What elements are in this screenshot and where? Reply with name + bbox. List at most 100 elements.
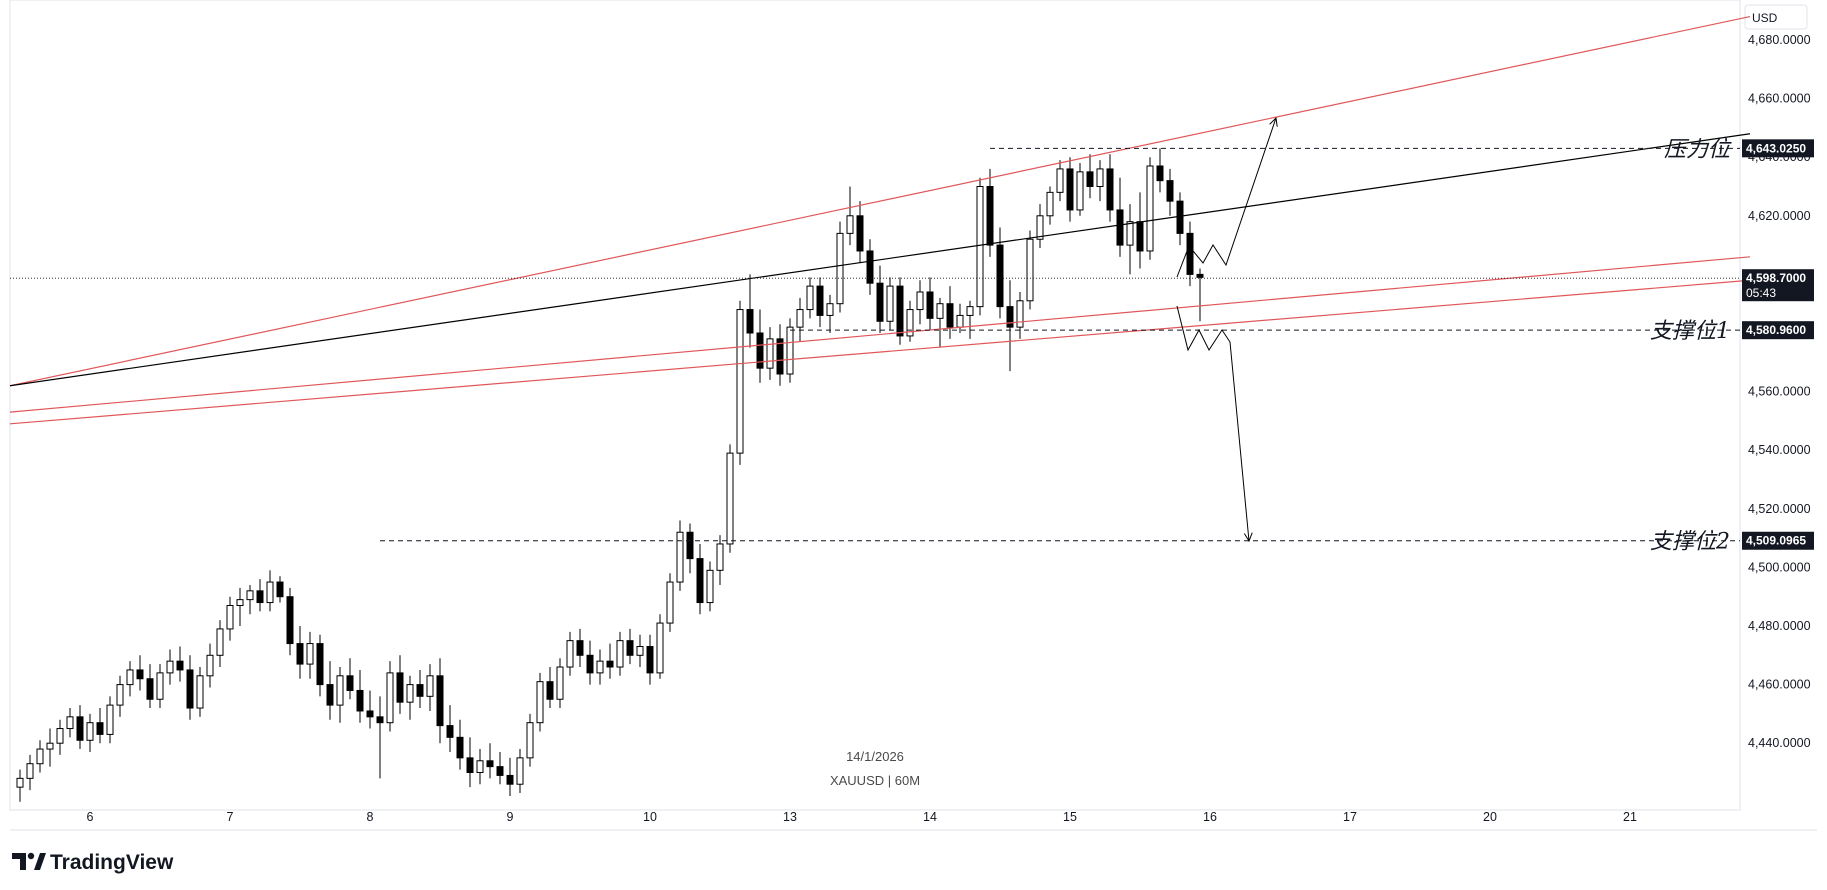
drawings: 压力位 4,643.0250 支撑位1 4,580.9600 支撑位2 4,509.096… — [9, 15, 1814, 555]
countdown-text: 05:43 — [1746, 286, 1776, 300]
price-tick-label: 4,480.0000 — [1748, 619, 1811, 633]
candle — [556, 658, 564, 709]
price-tick-label: 4,620.0000 — [1748, 209, 1811, 223]
candle — [156, 664, 164, 709]
candle — [76, 705, 84, 750]
candle — [1026, 230, 1034, 310]
date-tick-label: 13 — [783, 810, 797, 824]
candle — [886, 277, 894, 331]
candle — [1166, 168, 1174, 216]
bullish-projection-arrow[interactable] — [1176, 118, 1276, 278]
time-axis[interactable]: 6 7 8 9 10 13 14 15 16 17 20 21 — [87, 810, 1637, 824]
lower-channel-line-a[interactable] — [9, 256, 1751, 413]
candle — [846, 186, 854, 246]
candle — [1186, 221, 1194, 287]
candle — [646, 634, 654, 685]
candle — [1076, 163, 1084, 216]
candle — [656, 614, 664, 679]
candle — [926, 277, 934, 331]
candle — [786, 318, 794, 383]
tradingview-logo-icon[interactable] — [12, 852, 46, 870]
plot-frame — [9, 0, 1741, 811]
candle — [946, 286, 954, 339]
candle — [376, 696, 384, 779]
candle — [136, 655, 144, 691]
candle — [536, 672, 544, 732]
bearish-projection-arrow[interactable] — [1176, 305, 1249, 541]
date-tick-label: 14 — [923, 810, 937, 824]
candle — [406, 675, 414, 720]
candle — [16, 769, 24, 802]
support2-label: 支撑位2 — [1650, 530, 1730, 555]
candle — [666, 573, 674, 632]
candle — [516, 749, 524, 794]
candle — [1056, 160, 1064, 202]
candle — [696, 543, 704, 615]
support1-label: 支撑位1 — [1650, 319, 1730, 344]
watermark-symbol: XAUUSD | 60M — [830, 773, 920, 788]
candle — [796, 297, 804, 342]
candle — [906, 300, 914, 342]
candle — [736, 300, 744, 465]
candle — [1066, 157, 1074, 222]
candle — [496, 751, 504, 785]
candle — [896, 277, 904, 345]
resistance-price-text: 4,643.0250 — [1746, 141, 1806, 155]
currency-box[interactable] — [1744, 4, 1808, 30]
price-tick-label: 4,680.0000 — [1748, 33, 1811, 47]
candle — [1146, 157, 1154, 260]
brand-name: TradingView — [50, 851, 174, 874]
price-tick-label: 4,440.0000 — [1748, 736, 1811, 750]
candle — [836, 221, 844, 313]
candle — [1046, 186, 1054, 225]
candle — [456, 719, 464, 770]
candle — [966, 300, 974, 339]
candle — [296, 626, 304, 679]
candle — [476, 749, 484, 785]
candle — [1116, 177, 1124, 257]
candle — [936, 297, 944, 348]
upper-channel-line[interactable] — [9, 15, 1751, 387]
candles — [16, 148, 1204, 802]
price-tick-label: 4,500.0000 — [1748, 560, 1811, 574]
support1-price-box — [1742, 321, 1814, 340]
lower-channel-line-b[interactable] — [9, 279, 1751, 425]
candle — [576, 628, 584, 668]
candle — [196, 667, 204, 717]
date-tick-label: 17 — [1343, 810, 1357, 824]
candle — [26, 754, 34, 791]
candle — [306, 631, 314, 679]
candle — [876, 265, 884, 333]
candle — [1086, 154, 1094, 199]
candle — [226, 596, 234, 641]
candle — [526, 713, 534, 767]
candle — [1106, 154, 1114, 222]
candle — [236, 587, 244, 626]
mid-trendline[interactable] — [9, 133, 1751, 387]
candle — [336, 667, 344, 723]
candle — [586, 640, 594, 685]
price-tick-label: 4,660.0000 — [1748, 92, 1811, 106]
candle — [56, 719, 64, 755]
candle — [116, 675, 124, 717]
resistance-label: 压力位 — [1664, 137, 1732, 162]
resistance-price-box — [1742, 139, 1814, 158]
candle — [326, 661, 334, 720]
support2-price-box — [1742, 531, 1814, 550]
candle — [96, 708, 104, 744]
candle — [466, 737, 474, 788]
date-tick-label: 9 — [507, 810, 514, 824]
candle — [316, 634, 324, 697]
candle — [246, 584, 254, 615]
price-tick-label: 4,520.0000 — [1748, 502, 1811, 516]
candle — [866, 239, 874, 295]
candle — [46, 728, 54, 767]
candle — [1036, 204, 1044, 249]
candle — [506, 757, 514, 796]
candle — [176, 646, 184, 682]
candle — [676, 520, 684, 591]
candle — [436, 658, 444, 744]
price-tick-label: 4,460.0000 — [1748, 678, 1811, 692]
currency-label: USD — [1752, 11, 1778, 25]
